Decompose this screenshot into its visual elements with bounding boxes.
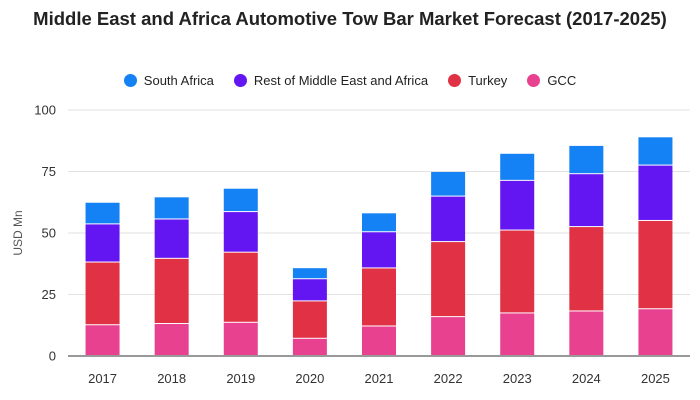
legend-item-gcc[interactable]: GCC <box>527 73 576 88</box>
bar-segment-turkey-2022[interactable] <box>431 242 466 317</box>
bar-segment-turkey-2017[interactable] <box>85 262 120 325</box>
y-tick-label: 50 <box>42 226 56 241</box>
y-tick-label: 25 <box>42 287 56 302</box>
bar-segment-rest-of-middle-east-and-africa-2020[interactable] <box>292 279 327 301</box>
bar-segment-gcc-2018[interactable] <box>154 324 189 355</box>
bar-segment-gcc-2024[interactable] <box>569 311 604 355</box>
bar-segment-south-africa-2021[interactable] <box>362 213 396 232</box>
bar-segment-turkey-2024[interactable] <box>569 227 604 311</box>
bar-segment-rest-of-middle-east-and-africa-2023[interactable] <box>500 180 535 230</box>
legend-label-south-africa: South Africa <box>143 73 214 88</box>
bar-segment-turkey-2023[interactable] <box>500 230 535 313</box>
bar-segment-gcc-2023[interactable] <box>500 313 535 355</box>
x-tick-label: 2020 <box>295 371 324 386</box>
y-tick-label: 100 <box>34 103 56 118</box>
x-tick-label: 2021 <box>365 371 394 386</box>
bar-segment-gcc-2025[interactable] <box>638 309 673 355</box>
y-tick-label: 75 <box>42 164 56 179</box>
bar-segment-gcc-2021[interactable] <box>362 326 396 355</box>
bar-segment-turkey-2019[interactable] <box>223 252 258 322</box>
legend-swatch-turkey <box>448 74 462 87</box>
bar-segment-south-africa-2017[interactable] <box>85 202 120 224</box>
y-axis-label: USD Mn <box>11 210 25 255</box>
x-tick-label: 2017 <box>88 371 117 386</box>
bar-segment-turkey-2020[interactable] <box>292 301 327 338</box>
bar-segment-south-africa-2020[interactable] <box>292 268 327 279</box>
legend-swatch-gcc <box>527 74 541 87</box>
bar-segment-rest-of-middle-east-and-africa-2022[interactable] <box>431 196 466 242</box>
x-tick-label: 2025 <box>641 371 670 386</box>
x-tick-label: 2018 <box>157 371 186 386</box>
legend-swatch-south-africa <box>123 74 137 87</box>
bar-segment-turkey-2025[interactable] <box>638 220 673 309</box>
bar-segment-rest-of-middle-east-and-africa-2021[interactable] <box>362 232 396 268</box>
x-tick-label: 2023 <box>503 371 532 386</box>
bar-segment-turkey-2021[interactable] <box>362 268 396 326</box>
bar-segment-rest-of-middle-east-and-africa-2025[interactable] <box>638 165 673 220</box>
y-axis-ticks: 0 25 50 75 100 <box>34 103 56 364</box>
legend: South Africa Rest of Middle East and Afr… <box>0 73 700 88</box>
bar-segment-rest-of-middle-east-and-africa-2018[interactable] <box>154 219 189 258</box>
bar-segment-south-africa-2018[interactable] <box>154 197 189 219</box>
bar-segment-south-africa-2023[interactable] <box>500 153 535 180</box>
bar-segment-turkey-2018[interactable] <box>154 258 189 324</box>
bar-segment-south-africa-2019[interactable] <box>223 188 258 212</box>
legend-label-turkey: Turkey <box>468 73 508 88</box>
x-tick-label: 2022 <box>434 371 463 386</box>
bar-segment-gcc-2017[interactable] <box>85 325 120 355</box>
bar-segment-south-africa-2025[interactable] <box>638 137 673 165</box>
bar-segment-rest-of-middle-east-and-africa-2017[interactable] <box>85 224 120 262</box>
legend-item-turkey[interactable]: Turkey <box>448 73 507 88</box>
bar-segment-rest-of-middle-east-and-africa-2019[interactable] <box>223 212 258 252</box>
bar-segment-gcc-2020[interactable] <box>292 338 327 355</box>
bar-segment-gcc-2022[interactable] <box>431 317 466 355</box>
bar-segment-gcc-2019[interactable] <box>223 322 258 355</box>
bar-segment-south-africa-2022[interactable] <box>431 171 466 196</box>
legend-item-south-africa[interactable]: South Africa <box>123 73 214 88</box>
bar-segment-south-africa-2024[interactable] <box>569 145 604 174</box>
legend-label-gcc: GCC <box>547 73 577 88</box>
legend-label-rest-of-mea: Rest of Middle East and Africa <box>253 73 429 88</box>
chart-title: Middle East and Africa Automotive Tow Ba… <box>33 8 667 29</box>
y-tick-label: 0 <box>49 349 56 364</box>
x-tick-label: 2019 <box>226 371 255 386</box>
legend-item-rest-of-mea[interactable]: Rest of Middle East and Africa <box>233 73 429 88</box>
bars <box>85 137 673 355</box>
x-tick-label: 2024 <box>572 371 601 386</box>
legend-swatch-rest-of-mea <box>233 74 247 87</box>
x-axis-ticks: 2017 2018 2019 2020 2021 2022 2023 2024 2025 <box>88 371 670 386</box>
bar-segment-rest-of-middle-east-and-africa-2024[interactable] <box>569 174 604 227</box>
